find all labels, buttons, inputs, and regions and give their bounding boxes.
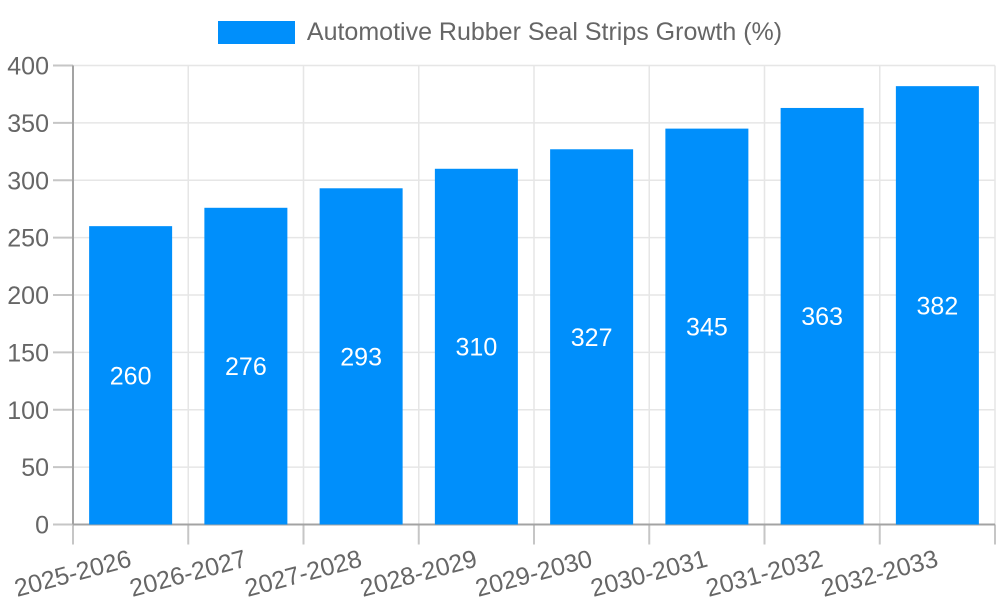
legend-label: Automotive Rubber Seal Strips Growth (%) <box>306 18 783 46</box>
y-tick-label: 100 <box>7 397 49 425</box>
legend-swatch <box>217 21 295 44</box>
y-tick-label: 300 <box>7 167 49 195</box>
bar[interactable] <box>780 107 864 525</box>
x-tick-label: 2027-2028 <box>242 545 365 600</box>
x-tick-label: 2032-2033 <box>818 545 941 600</box>
x-tick-label: 2030-2031 <box>588 545 711 600</box>
bar[interactable] <box>895 86 979 525</box>
bar[interactable] <box>89 226 173 525</box>
x-tick-label: 2025-2026 <box>11 545 134 600</box>
bar-value-label: 327 <box>571 324 613 352</box>
bar-value-label: 363 <box>801 303 843 331</box>
y-tick-label: 350 <box>7 110 49 138</box>
bar-value-label: 260 <box>110 362 152 390</box>
y-tick-label: 400 <box>7 53 49 81</box>
bar[interactable] <box>319 188 403 525</box>
legend[interactable]: Automotive Rubber Seal Strips Growth (%) <box>0 18 1000 47</box>
bar[interactable] <box>665 128 749 525</box>
bar-value-label: 345 <box>686 314 728 342</box>
y-tick-label: 250 <box>7 225 49 253</box>
bar[interactable] <box>434 168 518 525</box>
y-tick-label: 50 <box>21 454 49 482</box>
x-tick-label: 2026-2027 <box>127 545 250 600</box>
bar-value-label: 293 <box>340 343 382 371</box>
x-tick-label: 2031-2032 <box>703 545 826 600</box>
bar[interactable] <box>550 149 634 525</box>
bar-value-label: 276 <box>225 353 267 381</box>
bar-value-label: 310 <box>456 334 498 362</box>
y-tick-label: 150 <box>7 339 49 367</box>
x-tick-label: 2029-2030 <box>472 545 595 600</box>
bar[interactable] <box>204 207 288 525</box>
y-tick-label: 200 <box>7 282 49 310</box>
x-tick-label: 2028-2029 <box>357 545 480 600</box>
bar-value-label: 382 <box>917 292 959 320</box>
y-tick-label: 0 <box>35 512 49 540</box>
